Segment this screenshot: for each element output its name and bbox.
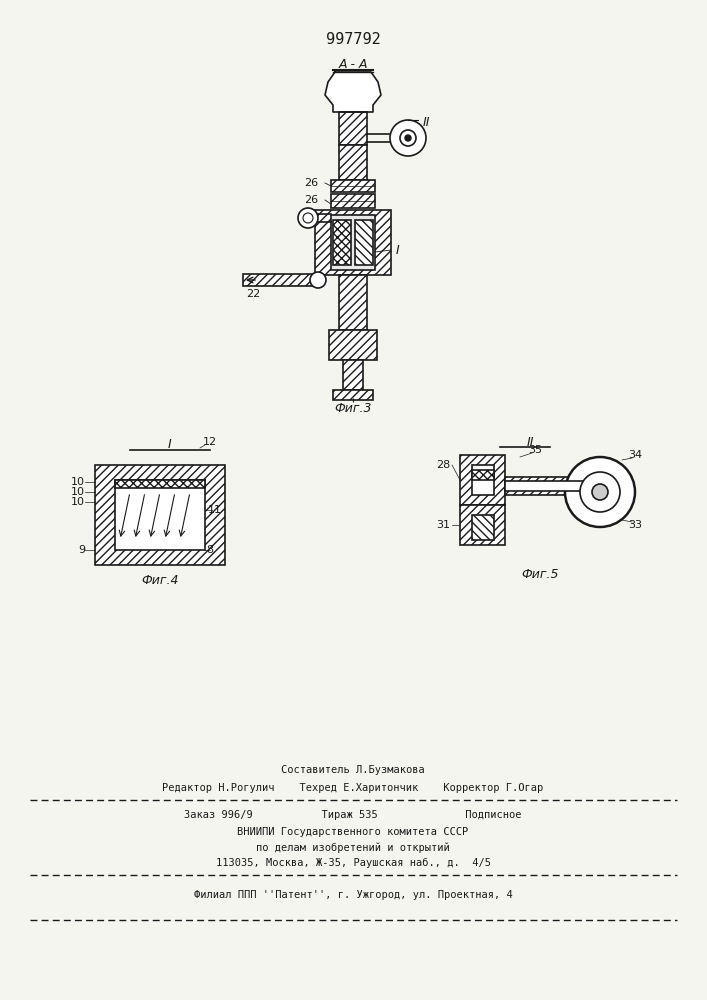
Text: ВНИИПИ Государственного комитета СССР: ВНИИПИ Государственного комитета СССР [238,827,469,837]
Text: Фиг.5: Фиг.5 [521,568,559,582]
Bar [472,465,494,495]
Text: 8: 8 [206,545,214,555]
Bar [331,194,375,208]
Bar [505,481,590,491]
Circle shape [298,208,318,228]
Bar [115,480,205,550]
Bar [329,330,377,360]
Text: Составитель Л.Бузмакова: Составитель Л.Бузмакова [281,765,425,775]
Text: 22: 22 [246,289,260,299]
Text: I: I [396,243,400,256]
Text: II: II [526,436,534,448]
Text: по делам изобретений и открытий: по делам изобретений и открытий [256,843,450,853]
Circle shape [565,457,635,527]
Text: 12: 12 [203,437,217,447]
Bar [472,515,494,540]
Text: А - А: А - А [338,58,368,72]
Text: 997792: 997792 [326,32,380,47]
Bar [115,480,205,488]
Text: 35: 35 [528,445,542,455]
Bar [95,465,225,565]
Bar [331,215,375,270]
Text: II: II [422,115,430,128]
Text: Филиал ППП ''Патент'', г. Ужгород, ул. Проектная, 4: Филиал ППП ''Патент'', г. Ужгород, ул. П… [194,890,513,900]
Text: 10: 10 [71,487,85,497]
Circle shape [310,272,326,288]
Circle shape [390,120,426,156]
Bar [315,210,391,275]
Bar [472,470,494,480]
Text: 113035, Москва, Ж-35, Раушская наб., д.  4/5: 113035, Москва, Ж-35, Раушская наб., д. … [216,858,491,868]
Text: Фиг.3: Фиг.3 [334,401,372,414]
Circle shape [303,213,313,223]
Polygon shape [325,72,381,112]
Bar [331,180,375,192]
Text: I: I [168,438,172,452]
Circle shape [400,130,416,146]
Text: 10: 10 [71,477,85,487]
Text: 28: 28 [436,460,450,470]
Text: 10: 10 [71,497,85,507]
Bar [460,505,505,545]
Text: 9: 9 [78,545,85,555]
Text: 34: 34 [628,450,642,460]
Text: 26: 26 [304,195,318,205]
Text: 31: 31 [436,520,450,530]
Bar [333,390,373,400]
Text: 26: 26 [304,178,318,188]
Text: Фиг.4: Фиг.4 [141,574,179,586]
Text: 11: 11 [208,505,222,515]
Bar [339,112,367,145]
Bar [460,455,505,505]
Circle shape [592,484,608,500]
Bar [333,220,351,265]
Text: 33: 33 [628,520,642,530]
Bar [243,274,315,286]
Bar [339,145,367,180]
Circle shape [580,472,620,512]
Text: Редактор Н.Рогулич    Техред Е.Харитончик    Корректор Г.Огар: Редактор Н.Рогулич Техред Е.Харитончик К… [163,783,544,793]
Bar [339,275,367,330]
Bar [355,220,373,265]
Bar [505,477,590,495]
Circle shape [405,135,411,141]
Bar [343,360,363,390]
Text: Заказ 996/9           Тираж 535              Подписное: Заказ 996/9 Тираж 535 Подписное [185,810,522,820]
